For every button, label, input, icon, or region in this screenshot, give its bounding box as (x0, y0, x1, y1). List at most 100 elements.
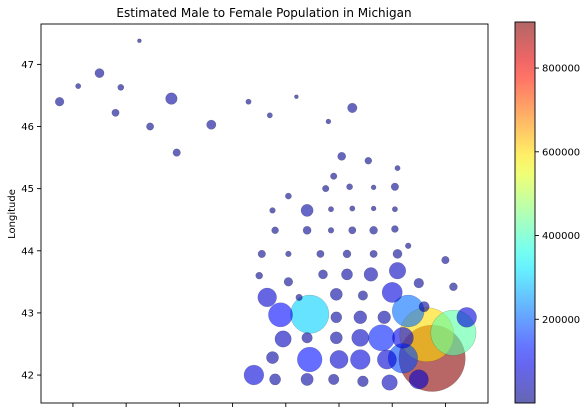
bubble-point (301, 332, 313, 344)
bubble-point (297, 346, 323, 373)
y-axis-ticks: 42 43 44 45 46 47 (21, 60, 41, 382)
bubble-point (206, 119, 217, 130)
points-layer (54, 38, 477, 392)
bubble-point (388, 262, 407, 280)
bubble-point (364, 156, 373, 165)
colorbar-tick-label: 600000 (542, 147, 580, 158)
bubble-point (329, 287, 343, 301)
bubble-point (117, 84, 125, 91)
bubble-point (328, 206, 334, 213)
bubble-point (377, 349, 397, 370)
bubble-point (302, 225, 312, 235)
bubble-point (294, 94, 299, 99)
bubble-point (325, 118, 332, 125)
bubble-point (369, 226, 378, 235)
colorbar-frame (514, 21, 536, 404)
bubble-point (347, 102, 358, 113)
bubble-point (257, 287, 277, 308)
bubble-point (266, 351, 279, 364)
chart-title: Estimated Male to Female Population in M… (116, 6, 411, 20)
bubble-point (351, 328, 370, 347)
bubble-point (255, 271, 263, 280)
bubble-point (269, 373, 281, 386)
bubble-point (357, 375, 369, 387)
bubble-point (137, 38, 142, 44)
y-tick-label: 44 (21, 246, 34, 257)
bubble-point (381, 374, 398, 391)
bubble-point (441, 256, 450, 265)
bubble-point (418, 301, 430, 313)
bubble-point (285, 192, 292, 200)
bubble-point (391, 225, 399, 233)
bubble-point (369, 249, 378, 258)
bubble-point (449, 282, 458, 292)
bubble-point (268, 302, 293, 328)
bubble-point (368, 324, 395, 352)
colorbar-tick-label: 200000 (542, 315, 580, 326)
y-tick-label: 47 (21, 60, 34, 71)
bubble-point (363, 267, 379, 282)
bubble-point (377, 310, 391, 324)
plot-frame (40, 23, 489, 404)
bubble-point (300, 204, 314, 217)
bubble-point (353, 310, 368, 325)
bubble-point (391, 206, 398, 213)
bubble-point (394, 165, 401, 172)
bubble-point (75, 83, 82, 90)
bubble-point (172, 148, 181, 157)
bubble-point (269, 207, 276, 214)
bubble-point (322, 185, 330, 193)
bubble-point (348, 226, 357, 235)
bubble-point (341, 268, 353, 281)
colorbar-tick-label: 400000 (542, 231, 580, 242)
bubble-point (413, 277, 424, 289)
bubble-point (346, 183, 353, 191)
bubble-point (337, 151, 347, 161)
bubble-point (266, 112, 273, 119)
bubble-point (370, 184, 377, 191)
bubble-point (54, 97, 65, 107)
y-tick-label: 45 (21, 184, 34, 195)
bubble-point (350, 349, 371, 370)
bubble-point (405, 242, 412, 249)
bubble-point (329, 350, 349, 369)
bubble-point (245, 98, 252, 105)
bubble-point (300, 372, 314, 386)
bubble-point (342, 249, 352, 259)
bubble-point (94, 68, 105, 78)
bubble-point (330, 172, 338, 180)
y-tick-label: 43 (21, 308, 34, 319)
bubble-point (146, 122, 155, 131)
bubble-point (392, 249, 403, 259)
bubble-point (357, 290, 368, 301)
bubble-point (390, 182, 399, 191)
bubble-point (330, 311, 343, 324)
bubble-point (274, 330, 292, 348)
bubble-point (257, 249, 266, 258)
colorbar-tick-label: 800000 (542, 64, 580, 75)
colorbar-ticks: 200000 400000 600000 800000 (535, 64, 580, 326)
bubble-point (456, 307, 477, 328)
bubble-point (392, 327, 414, 349)
bubble-point (111, 108, 120, 117)
bubble-point (243, 364, 265, 386)
bubble-point (316, 249, 325, 258)
x-axis-ticks (72, 403, 446, 407)
bubble-point (318, 269, 328, 280)
bubble-point (329, 331, 343, 345)
bubble-point (328, 373, 340, 385)
bubble-point (370, 205, 377, 212)
bubble-point (327, 227, 335, 234)
bubble-point (295, 293, 303, 301)
bubble-point (285, 250, 292, 258)
bubble-point (271, 226, 279, 235)
y-axis-label: Longitude (7, 189, 18, 239)
y-tick-label: 46 (21, 122, 34, 133)
colorbar-gradient (515, 22, 535, 403)
bubble-point (349, 205, 356, 212)
bubble-point (381, 282, 403, 303)
colorbar: 200000 400000 600000 800000 (514, 21, 580, 404)
bubble-point (290, 294, 330, 334)
bubble-point (165, 92, 178, 105)
